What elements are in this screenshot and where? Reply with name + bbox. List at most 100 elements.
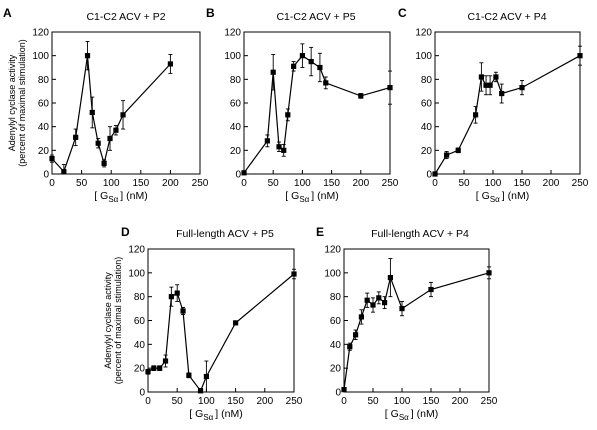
x-tick-label: 200 [162, 178, 179, 189]
data-point [107, 135, 113, 142]
y-tick-label: 100 [224, 51, 241, 62]
data-point [49, 156, 55, 162]
y-tick-label: 120 [324, 245, 341, 256]
y-tick-label: 0 [235, 170, 241, 181]
data-point [317, 64, 323, 71]
y-tick-label: 40 [330, 340, 342, 351]
data-point [341, 387, 347, 393]
y-tick-label: 0 [43, 170, 49, 181]
x-tick-label: 0 [341, 396, 347, 407]
data-point [519, 85, 525, 91]
x-tick-label: 100 [103, 178, 120, 189]
data-point [95, 140, 101, 146]
data-point [428, 286, 434, 293]
x-tick-label: 50 [76, 178, 88, 189]
y-tick-label: 20 [421, 146, 433, 157]
x-axis-label-sub: Sα [299, 195, 309, 204]
x-tick-label: 200 [352, 178, 369, 189]
x-axis-label: [ GSα] (nM) [385, 408, 438, 422]
y-axis-label-line2: (percent of maximal stimulation) [113, 257, 123, 385]
x-tick-label: 250 [192, 178, 209, 189]
data-point [233, 320, 239, 326]
x-tick-label: 0 [145, 396, 151, 407]
panel-title: C1-C2 ACV + P5 [276, 11, 355, 23]
x-tick-label: 50 [268, 178, 280, 189]
data-point [353, 332, 359, 338]
panel-c: 0 20 40 60 80 100 120 0 50 100 150 200 250 C C1-C2 ACV… [398, 6, 589, 204]
data-point [299, 53, 305, 59]
plot-frame [147, 248, 295, 393]
data-point [151, 365, 157, 371]
x-axis-label: [ GSα] (nM) [476, 190, 529, 204]
x-axis-label-suffix: ] (nM) [502, 190, 529, 202]
x-tick-label: 100 [198, 396, 215, 407]
y-axis-label-line2: (percent of maximal stimulation) [17, 39, 27, 167]
y-tick-label: 20 [330, 364, 342, 375]
y-tick-label: 60 [421, 99, 433, 110]
data-point [162, 358, 169, 364]
x-tick-label: 0 [432, 178, 438, 189]
panel-e: 0 20 40 60 80 100 120 0 50 100 150 200 250 E Full-leng… [316, 225, 498, 422]
x-tick-label: 150 [227, 396, 244, 407]
data-point [387, 275, 393, 281]
y-tick-label: 80 [421, 75, 433, 86]
data-point [197, 388, 204, 394]
data-point [168, 294, 174, 300]
data-point [285, 112, 291, 118]
y-tick-label: 80 [38, 75, 50, 86]
data-point [577, 53, 583, 59]
x-tick-label: 0 [241, 178, 247, 189]
x-tick-label: 150 [132, 178, 149, 189]
panel-a: 0 20 40 60 80 100 120 0 50 100 150 200 250 A C1-C2 ACV… [3, 6, 209, 204]
data-point [61, 169, 67, 175]
y-tick-label: 20 [230, 146, 242, 157]
data-point [180, 308, 186, 314]
plot-frame [51, 31, 201, 175]
y-tick-label: 20 [38, 146, 50, 157]
panel-letter: A [3, 6, 12, 20]
x-axis-label-suffix: ] (nM) [215, 408, 242, 420]
data-point [145, 369, 151, 375]
x-tick-label: 250 [382, 178, 399, 189]
x-tick-label: 200 [543, 178, 560, 189]
series-line [434, 55, 581, 175]
x-tick-label: 100 [294, 178, 311, 189]
x-axis-label: [ GSα] (nM) [94, 190, 147, 204]
data-point [364, 297, 370, 303]
x-tick-label: 250 [286, 396, 303, 407]
panel-title: Full-length ACV + P4 [371, 228, 469, 240]
data-point [120, 112, 126, 118]
data-point [358, 314, 364, 320]
data-point [376, 295, 382, 301]
data-point [73, 134, 79, 140]
x-axis-label-prefix: [ G [189, 408, 203, 420]
series-line [343, 272, 490, 390]
series-line [51, 55, 171, 173]
x-axis-label: [ GSα] (nM) [189, 408, 242, 422]
x-tick-label: 50 [172, 396, 184, 407]
panel-letter: D [121, 225, 130, 239]
data-point [487, 82, 493, 88]
y-tick-label: 60 [134, 316, 146, 327]
panel-title: C1-C2 ACV + P2 [86, 11, 165, 23]
data-point [203, 373, 209, 380]
y-tick-label: 40 [230, 122, 242, 133]
data-point [493, 74, 499, 80]
data-point [157, 365, 163, 371]
data-point [308, 58, 314, 65]
x-axis-label-prefix: [ G [385, 408, 399, 420]
y-tick-label: 60 [38, 99, 50, 110]
data-point [432, 171, 438, 177]
data-point [167, 61, 173, 67]
y-tick-label: 120 [128, 245, 145, 256]
x-axis-label-prefix: [ G [476, 190, 490, 202]
plot-frame [243, 31, 391, 175]
data-point [387, 85, 393, 91]
data-point [370, 302, 376, 308]
x-tick-label: 50 [367, 396, 379, 407]
panel-d: 0 20 40 60 80 100 120 0 50 100 150 200 250 D Full-leng… [103, 225, 303, 422]
x-tick-label: 150 [323, 178, 340, 189]
y-tick-label: 60 [330, 316, 342, 327]
data-point [84, 53, 91, 59]
plot-frame [343, 248, 490, 393]
